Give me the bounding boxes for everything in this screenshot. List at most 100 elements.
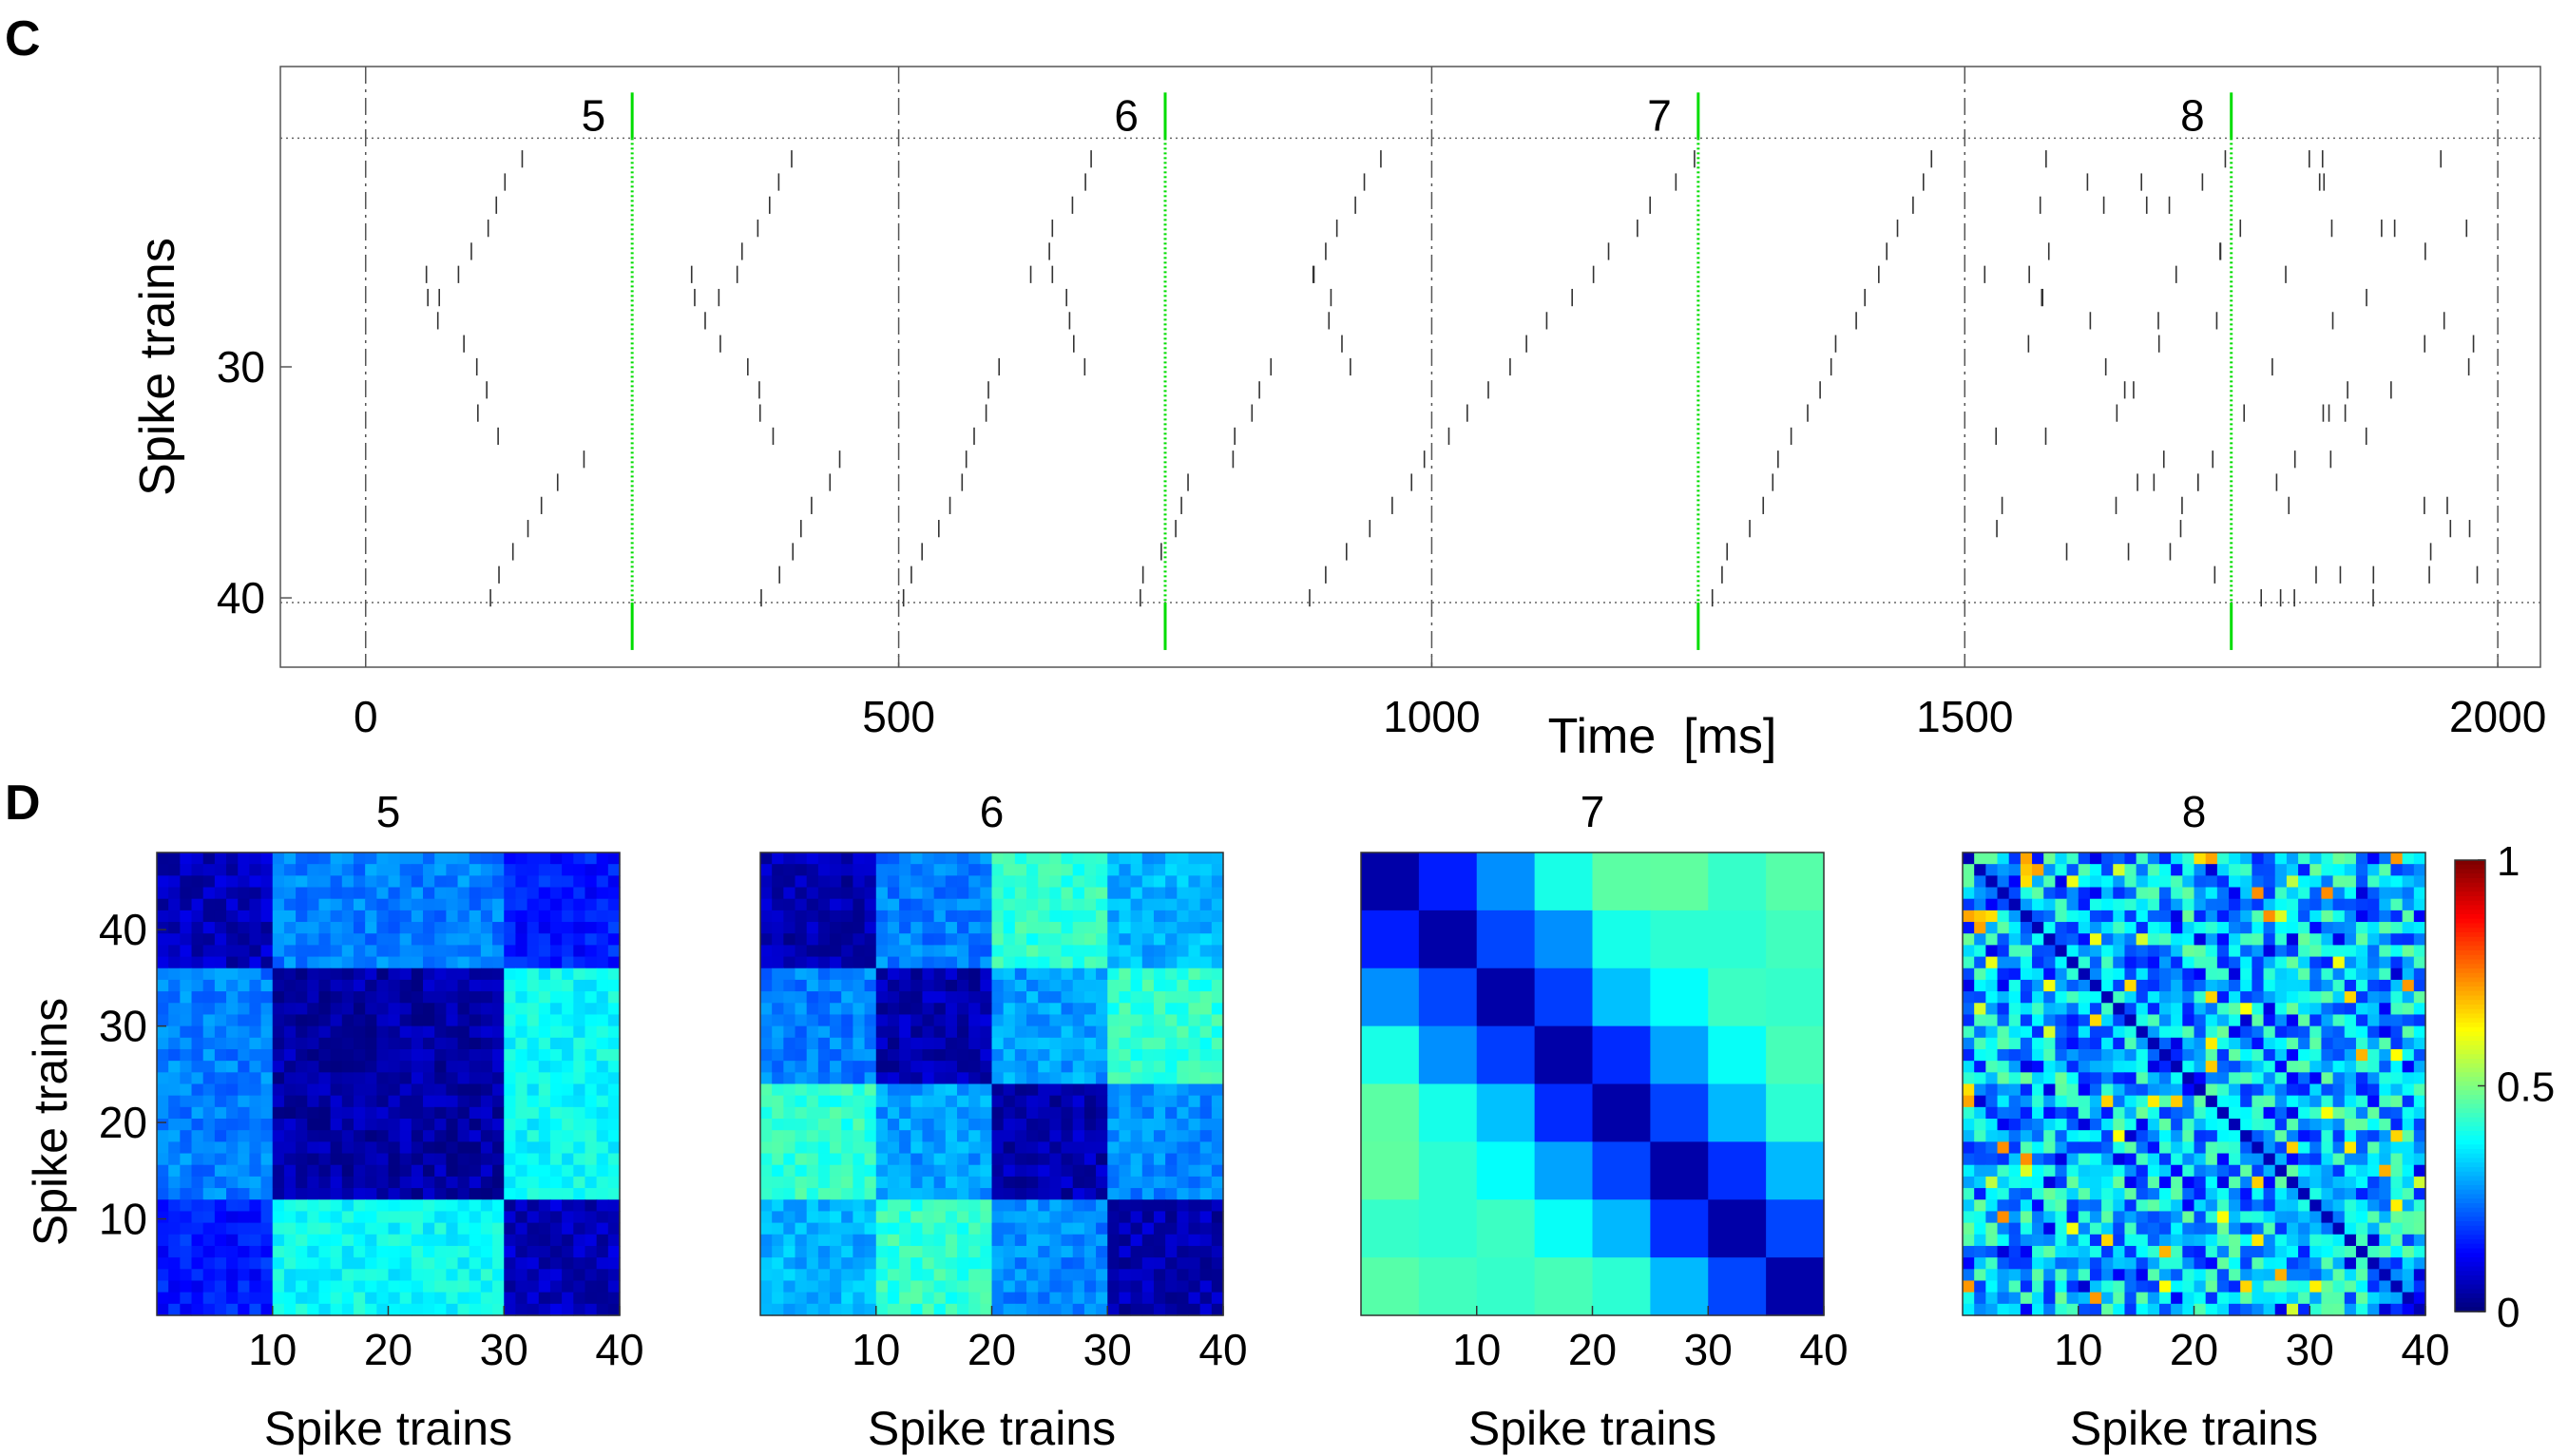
heatmap-cell [945, 1106, 958, 1120]
heatmap-cell [1003, 1061, 1016, 1073]
heatmap-cell [875, 922, 889, 934]
heatmap-cell [922, 1222, 935, 1236]
heatmap-cell [214, 1119, 227, 1131]
heatmap-cell [469, 956, 482, 969]
heatmap-cell [2274, 910, 2288, 923]
heatmap-cell [2066, 898, 2079, 911]
heatmap-cell [783, 1292, 796, 1305]
heatmap-cell [168, 1211, 181, 1224]
heatmap-cell [469, 1025, 482, 1039]
heatmap-cell [480, 1130, 493, 1142]
heatmap-cell [1177, 1211, 1190, 1224]
heatmap-cell [214, 945, 227, 958]
heatmap-cell [887, 1153, 900, 1166]
heatmap-cell [2263, 956, 2276, 969]
heatmap-cell [2390, 1176, 2404, 1189]
heatmap-cell [853, 1106, 866, 1120]
heatmap-cell [446, 875, 459, 889]
heatmap-cell [2379, 1222, 2392, 1236]
heatmap-cell [2101, 1211, 2114, 1224]
heatmap-cell [341, 1222, 355, 1236]
heatmap-cell [214, 979, 227, 992]
heatmap-cell [1014, 1234, 1027, 1247]
heatmap-cell [549, 853, 563, 865]
heatmap-cell [2158, 991, 2172, 1004]
heatmap-cell [2274, 875, 2288, 889]
heatmap-cell [2078, 991, 2091, 1004]
heatmap-cell [1708, 853, 1767, 911]
heatmap-cell [980, 853, 993, 865]
heatmap-cell [446, 1130, 459, 1142]
heatmap-cell [1177, 945, 1190, 958]
heatmap-cell [2379, 1153, 2392, 1166]
heatmap-cell [2158, 1106, 2172, 1120]
heatmap-cell [2413, 875, 2426, 889]
heatmap-cell [596, 1234, 609, 1247]
heatmap-cell [1177, 1037, 1190, 1050]
heatmap-cell [1049, 1025, 1063, 1039]
heatmap-cell [238, 1222, 251, 1236]
heatmap-cell [191, 898, 204, 911]
heatmap-cell [1003, 1257, 1016, 1270]
heatmap-cell [830, 945, 842, 958]
heatmap-cell [2171, 991, 2183, 1004]
heatmap-cell [1153, 887, 1166, 900]
heatmap-cell [480, 1014, 493, 1027]
heatmap-cell [446, 1222, 459, 1236]
heatmap-cell [2205, 1199, 2218, 1213]
heatmap-cell [353, 1025, 366, 1039]
heatmap-cell [875, 1072, 889, 1085]
heatmap-cell [1974, 1083, 1986, 1097]
heatmap-cell [2286, 910, 2299, 923]
heatmap-cell [423, 887, 435, 900]
heatmap-cell [1361, 1257, 1420, 1316]
heatmap-cell [376, 1083, 390, 1097]
heatmap-cell [330, 991, 343, 1004]
heatmap-cell [191, 945, 204, 958]
heatmap-cell [2240, 1083, 2252, 1097]
heatmap-cell [318, 1280, 332, 1293]
heatmap-cell [2321, 922, 2334, 934]
heatmap-cell [307, 1280, 320, 1293]
heatmap-cell [2171, 1199, 2183, 1213]
heatmap-cell [191, 1037, 204, 1050]
heatmap-cell [411, 898, 424, 911]
heatmap-cell [365, 956, 377, 969]
heatmap-cell [1199, 1106, 1213, 1120]
heatmap-cell [1061, 1164, 1074, 1178]
heatmap-cell [1153, 853, 1166, 865]
heatmap-cell [1038, 1257, 1050, 1270]
heatmap-cell [910, 864, 924, 876]
heatmap-cell [2413, 1176, 2426, 1189]
heatmap-cell [376, 979, 390, 992]
heatmap-cell [469, 864, 482, 876]
heatmap-cell [1107, 979, 1121, 992]
heatmap-cell [1083, 967, 1097, 981]
heatmap-cell [1107, 1176, 1121, 1189]
heatmap-cell [549, 1211, 563, 1224]
heatmap-cell [899, 1222, 911, 1236]
heatmap-cell [249, 967, 262, 981]
heatmap-cell [585, 979, 598, 992]
heatmap-cell [806, 1083, 819, 1097]
heatmap-cell [423, 1003, 435, 1016]
heatmap-cell [2020, 1095, 2033, 1108]
heatmap-cell [168, 991, 181, 1004]
heatmap-cell [157, 1083, 169, 1097]
heatmap-cell [2240, 922, 2252, 934]
heatmap-cell [887, 967, 900, 981]
heatmap-cell [772, 1130, 784, 1142]
heatmap-cell [2344, 945, 2357, 958]
heatmap-cell [1592, 910, 1651, 969]
heatmap-cell [2032, 1003, 2044, 1016]
heatmap-cell [214, 1280, 227, 1293]
heatmap-cell [249, 979, 262, 992]
heatmap-cell [991, 933, 1005, 947]
heatmap-cell [922, 1072, 935, 1085]
heatmap-cell [1061, 887, 1074, 900]
heatmap-cell [806, 945, 819, 958]
heatmap-cell [899, 1303, 911, 1316]
heatmap-cell [480, 1119, 493, 1131]
heatmap-cell [1153, 1141, 1166, 1155]
heatmap-cell [864, 1188, 877, 1200]
